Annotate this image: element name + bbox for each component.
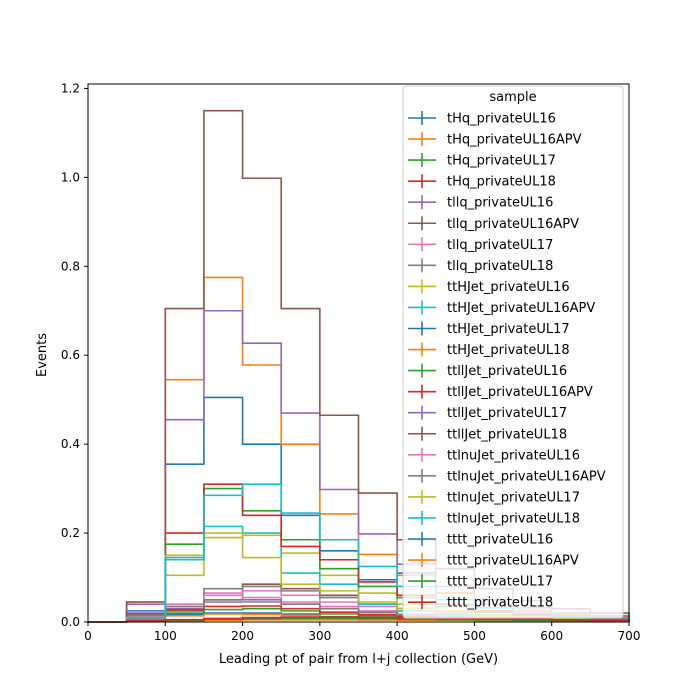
x-tick-label: 700 [618, 629, 641, 643]
legend-entry: ttllJet_privateUL18 [408, 426, 567, 442]
legend-label: ttlnuJet_privateUL16APV [447, 469, 606, 484]
legend-label: tHq_privateUL18 [447, 175, 556, 190]
legend-entry: ttHJet_privateUL17 [408, 321, 570, 337]
legend-entry: ttlnuJet_privateUL16APV [408, 468, 606, 484]
legend-label: tHq_privateUL16 [447, 112, 556, 127]
legend-entry: tttt_privateUL18 [408, 595, 553, 611]
legend-entry: ttlnuJet_privateUL17 [408, 489, 580, 505]
legend-label: tllq_privateUL17 [447, 238, 553, 253]
x-tick-label: 300 [308, 629, 331, 643]
legend-label: ttHJet_privateUL17 [447, 322, 570, 337]
legend-label: tttt_privateUL16 [447, 533, 553, 548]
legend-entry: tllq_privateUL16APV [408, 216, 579, 232]
legend-entry: ttlnuJet_privateUL16 [408, 447, 580, 463]
legend-label: ttllJet_privateUL16 [447, 364, 567, 379]
legend-label: tllq_privateUL18 [447, 259, 553, 274]
legend-entry: ttllJet_privateUL16APV [408, 384, 593, 400]
x-tick-label: 0 [84, 629, 92, 643]
legend-label: ttllJet_privateUL17 [447, 406, 567, 421]
legend-label: tttt_privateUL16APV [447, 554, 579, 569]
legend-box [402, 85, 624, 619]
y-tick-label: 0.0 [61, 615, 80, 629]
legend-entry: tHq_privateUL17 [408, 153, 556, 169]
y-tick-label: 1.2 [61, 81, 80, 95]
plot-frame [87, 83, 630, 623]
legend-entry: tttt_privateUL16 [408, 532, 553, 548]
legend-entry: tllq_privateUL18 [408, 258, 553, 274]
legend-entry: ttHJet_privateUL16 [408, 279, 570, 295]
legend-label: ttllJet_privateUL16APV [447, 385, 593, 400]
legend-label: tHq_privateUL16APV [447, 133, 582, 148]
legend-label: ttlnuJet_privateUL17 [447, 490, 580, 505]
legend-entry: tHq_privateUL18 [408, 174, 556, 190]
legend-label: ttlnuJet_privateUL16 [447, 448, 580, 463]
series-line-23 [88, 616, 630, 623]
legend-entry: ttllJet_privateUL17 [408, 405, 567, 421]
legend-label: ttHJet_privateUL16APV [447, 301, 595, 316]
legend-entry: ttHJet_privateUL18 [408, 342, 570, 358]
y-tick-label: 0.2 [61, 526, 80, 540]
x-tick-label: 500 [463, 629, 486, 643]
axes: 0 100 200 300 400 500 600 700 0.0 0.2 0.4 0.6 0.8 1.0… [61, 81, 641, 643]
legend-entry: tllq_privateUL17 [408, 237, 553, 253]
legend-label: ttllJet_privateUL18 [447, 427, 567, 442]
legend-entry: ttllJet_privateUL16 [408, 363, 567, 379]
y-tick-label: 1.0 [61, 170, 80, 184]
legend-label: tttt_privateUL17 [447, 575, 553, 590]
y-tick-label: 0.4 [61, 437, 80, 451]
legend-entry: tllq_privateUL16 [408, 195, 553, 211]
legend-label: tllq_privateUL16 [447, 196, 553, 211]
x-tick-label: 100 [154, 629, 177, 643]
x-axis-label: Leading pt of pair from l+j collection (… [219, 652, 498, 667]
legend-label: tHq_privateUL17 [447, 154, 556, 169]
x-tick-label: 600 [540, 629, 563, 643]
y-tick-label: 0.8 [61, 259, 80, 273]
legend-label: tttt_privateUL18 [447, 596, 553, 611]
legend-label: ttlnuJet_privateUL18 [447, 511, 580, 526]
y-axis-label: Events [35, 333, 50, 377]
legend-entry: tttt_privateUL16APV [408, 553, 579, 569]
legend: sample tHq_privateUL16 tHq_privateUL16APVt… [402, 85, 624, 619]
legend-title: sample [489, 90, 536, 105]
x-tick-label: 200 [231, 629, 254, 643]
legend-label: ttHJet_privateUL16 [447, 280, 570, 295]
legend-entry: tttt_privateUL17 [408, 574, 553, 590]
legend-label: ttHJet_privateUL18 [447, 343, 570, 358]
y-tick-label: 0.6 [61, 348, 80, 362]
legend-entry: ttHJet_privateUL16APV [408, 300, 595, 316]
legend-entry: tHq_privateUL16 [408, 111, 556, 127]
legend-entry: tHq_privateUL16APV [408, 132, 582, 148]
x-tick-label: 400 [386, 629, 409, 643]
legend-entry: ttlnuJet_privateUL18 [408, 510, 580, 526]
legend-label: tllq_privateUL16APV [447, 217, 579, 232]
